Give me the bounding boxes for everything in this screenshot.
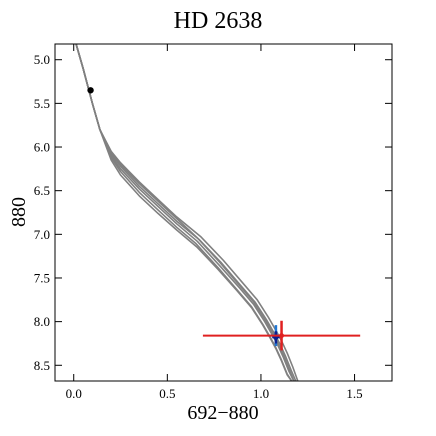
chart-title: HD 2638 — [174, 8, 263, 34]
marker-layer — [87, 87, 361, 351]
plot-frame — [54, 43, 393, 382]
y-axis-title: 880 — [8, 197, 30, 227]
y-tick-label: 7.5 — [34, 270, 50, 285]
y-tick-label: 7.0 — [34, 227, 50, 242]
data-point — [87, 87, 94, 94]
isochrone-line-3 — [75, 44, 295, 381]
observation-point-red — [279, 333, 285, 339]
x-axis-title: 692−880 — [187, 402, 258, 424]
x-tick-label: 1.5 — [346, 386, 362, 401]
y-tick-label: 6.5 — [34, 183, 50, 198]
isochrone-line-5 — [75, 44, 293, 381]
x-tick-label: 1.0 — [253, 386, 269, 401]
isochrone-layer — [75, 44, 299, 381]
y-tick-label: 5.0 — [34, 52, 50, 67]
x-tick-label: 0.0 — [66, 386, 82, 401]
y-tick-label: 8.5 — [34, 358, 50, 373]
isochrone-line-6 — [75, 44, 295, 381]
x-axis: 0.0 0.5 1.0 1.5 — [66, 44, 363, 401]
isochrone-line-4 — [75, 44, 293, 381]
y-tick-label: 5.5 — [34, 96, 50, 111]
y-tick-label: 8.0 — [34, 314, 50, 329]
x-tick-label: 0.5 — [159, 386, 175, 401]
isochrone-line-2 — [75, 44, 297, 381]
y-axis: 5.0 5.5 6.0 6.5 7.0 7.5 8.0 8.5 — [34, 52, 392, 373]
y-tick-label: 6.0 — [34, 140, 50, 155]
isochrone-line-1 — [75, 44, 299, 381]
